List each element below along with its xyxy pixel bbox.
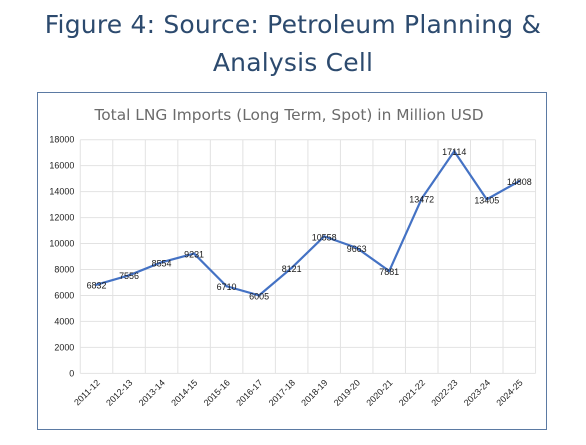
data-label: 6005 [249,291,269,301]
y-tick-label: 16000 [49,161,74,171]
chart-frame: Total LNG Imports (Long Term, Spot) in M… [37,92,547,430]
data-point [225,285,228,288]
line-chart: Total LNG Imports (Long Term, Spot) in M… [49,106,537,408]
y-tick-label: 12000 [49,213,74,223]
data-label: 9663 [347,244,367,254]
data-point [453,150,456,153]
data-point [95,283,98,286]
x-tick-label: 2017-18 [267,378,297,408]
y-tick-label: 8000 [54,264,74,274]
data-label: 7881 [379,267,399,277]
figure-caption-line-2: Analysis Cell [212,48,374,77]
y-tick-label: 6000 [54,290,74,300]
data-label: 8121 [282,264,302,274]
data-label: 17114 [442,147,466,157]
x-tick-label: 2020-21 [364,378,394,408]
data-label: 6710 [217,282,237,292]
x-tick-label: 2023-24 [462,378,492,408]
x-tick-label: 2012-13 [104,378,134,408]
data-label: 7556 [119,271,139,281]
y-tick-label: 0 [69,368,74,378]
data-labels: 6832 7556 8554 9231 6710 6005 8121 10558 9663 788… [87,147,532,301]
series-layer [95,150,521,297]
y-tick-label: 4000 [54,316,74,326]
data-point [127,274,131,277]
data-label: 8554 [152,258,172,268]
data-point [355,246,358,250]
x-axis-tick-labels: 2011-12 2012-13 2013-14 2014-15 2015-16 2016-… [72,378,525,408]
data-point [257,294,261,297]
x-tick-label: 2018-19 [299,378,329,408]
x-tick-label: 2022-23 [429,378,459,408]
data-point [518,179,521,183]
figure-caption: Figure 4: Source: Petroleum Planning & A… [0,6,586,82]
x-tick-label: 2011-12 [72,378,102,408]
data-point [485,198,488,201]
x-tick-label: 2014-15 [169,378,199,408]
data-point [160,261,163,264]
data-point [388,269,391,273]
x-tick-label: 2019-20 [332,378,362,408]
series-line [95,150,521,297]
gridlines [79,139,537,374]
data-point [290,266,293,270]
data-label: 6832 [87,281,107,291]
y-tick-label: 14000 [49,187,74,197]
data-point [322,235,326,238]
data-point [192,252,196,255]
y-tick-label: 10000 [49,239,74,249]
y-tick-label: 18000 [49,135,74,145]
chart-title: Total LNG Imports (Long Term, Spot) in M… [93,106,483,124]
data-point [420,197,423,200]
figure-caption-line-1: Figure 4: Source: Petroleum Planning & [44,10,542,39]
x-tick-label: 2013-14 [137,378,167,408]
data-label: 14808 [507,177,532,187]
data-label: 9231 [184,250,204,260]
x-tick-label: 2021-22 [397,378,427,408]
x-tick-label: 2015-16 [202,378,232,408]
x-tick-label: 2016-17 [234,378,264,408]
y-axis-tick-labels: 0 2000 4000 6000 8000 10000 12000 14000 16000 180… [49,135,74,379]
y-tick-label: 2000 [54,342,74,352]
data-label: 10558 [312,232,337,242]
data-label: 13405 [474,195,499,205]
data-label: 13472 [409,194,434,204]
x-tick-label: 2024-25 [494,378,524,408]
